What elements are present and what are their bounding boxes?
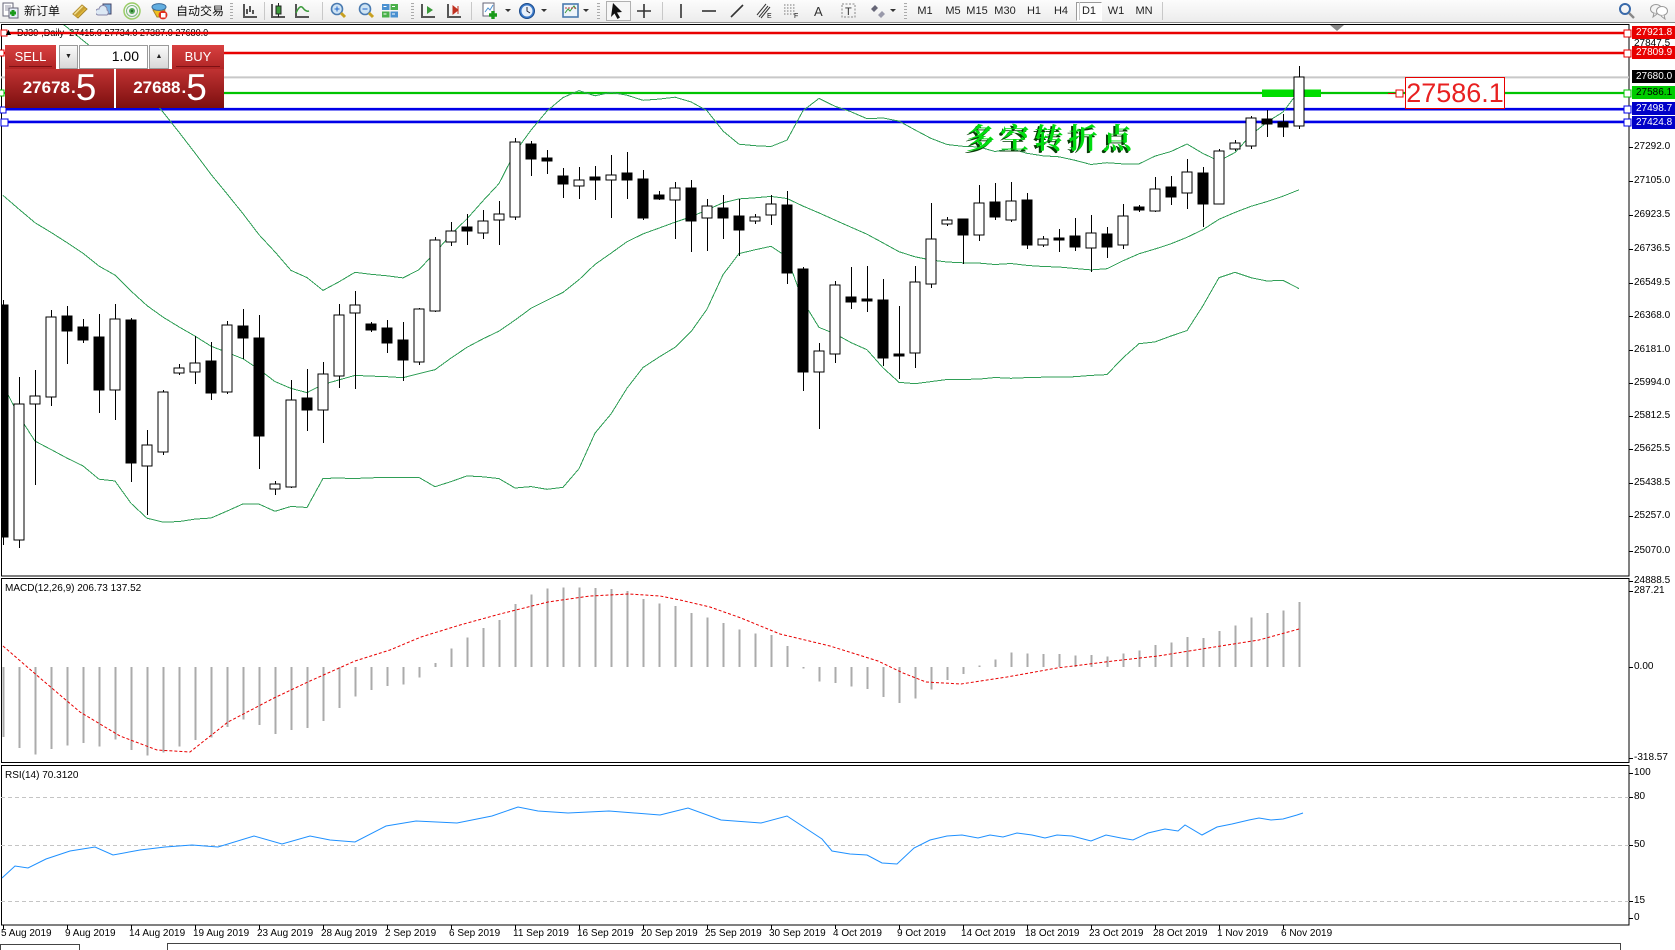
- svg-text:E: E: [767, 13, 772, 20]
- svg-text:T: T: [845, 6, 852, 18]
- svg-text:A: A: [814, 4, 823, 19]
- svg-text:F: F: [794, 13, 798, 20]
